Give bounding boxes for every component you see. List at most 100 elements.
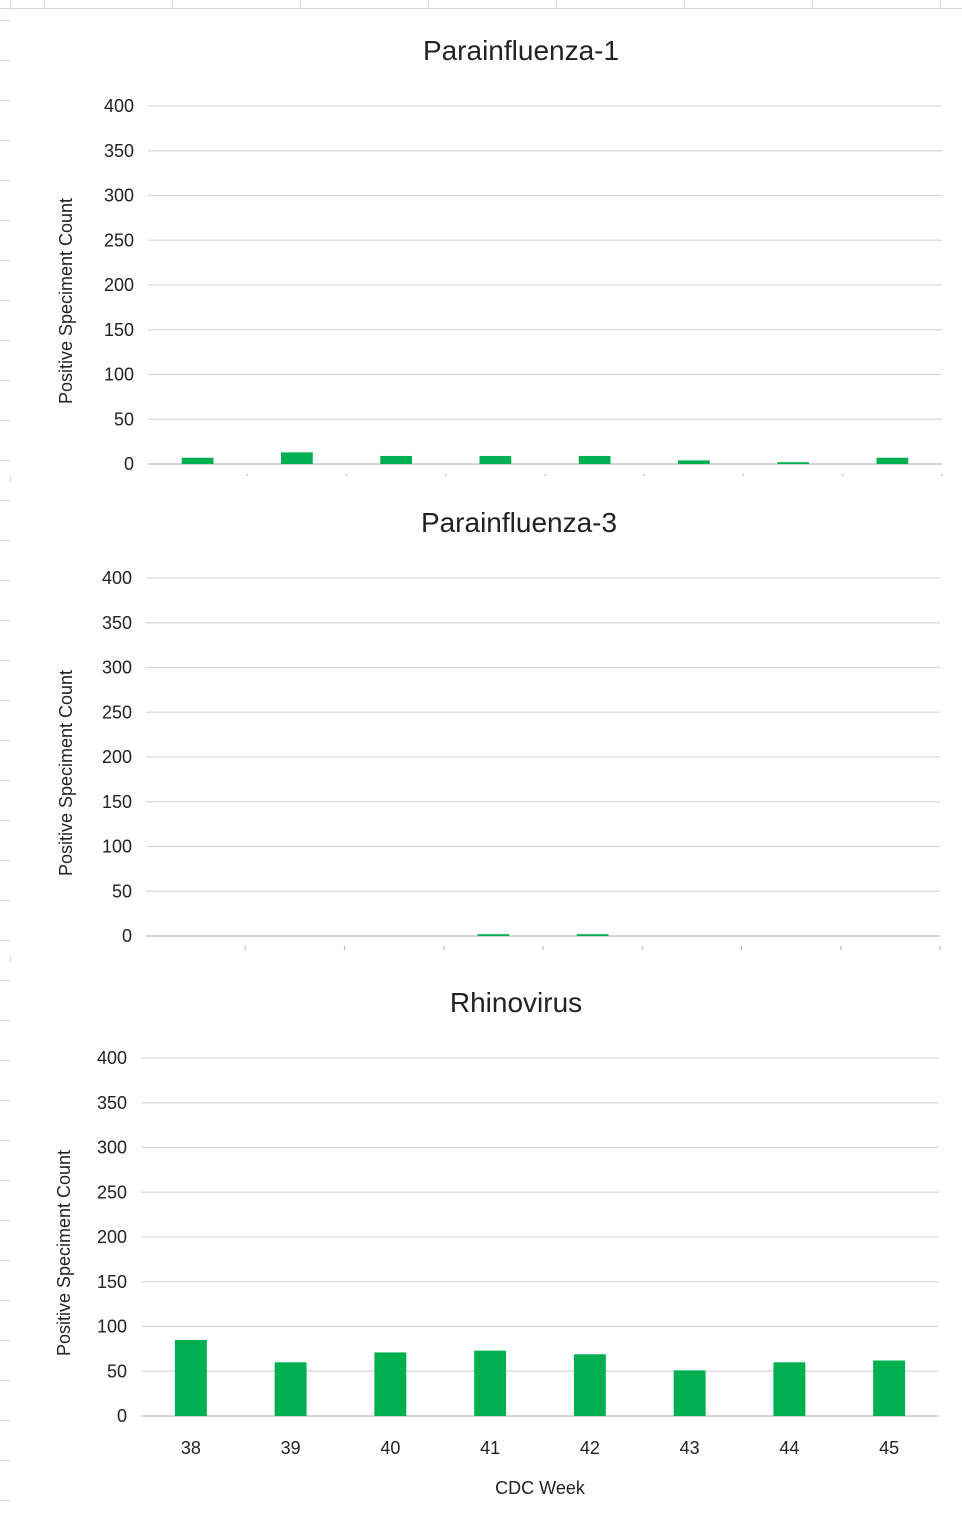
sheet-row-divider [0,1300,10,1301]
bar[interactable] [474,1350,507,1416]
chart-parainfluenza-3[interactable]: Parainfluenza-3 0 50 100 150 200 250 300 350 400 P… [10,482,962,956]
sheet-row-divider [0,980,10,981]
sheet-column-divider [172,0,173,8]
sheet-column-divider [44,0,45,8]
sheet-row-divider [0,1340,10,1341]
sheet-row-divider [0,1100,10,1101]
bar[interactable] [477,934,510,936]
x-tick-label: 41 [480,1438,500,1458]
bar[interactable] [777,462,810,464]
chart-svg: Parainfluenza-3 0 50 100 150 200 250 300 350 400 P… [56,507,941,950]
bar[interactable] [673,1370,706,1416]
bar[interactable] [573,1354,606,1416]
y-tick-label: 350 [97,1093,127,1113]
y-tick-label: 100 [97,1317,127,1337]
sheet-row-divider [0,260,10,261]
y-tick-label: 200 [102,747,132,767]
sheet-row-divider [0,20,10,21]
chart-title: Parainfluenza-1 [423,35,619,66]
sheet-row-divider [0,220,10,221]
x-tick-label: 43 [680,1438,700,1458]
sheet-column-divider [684,0,685,8]
x-tick-label: 40 [380,1438,400,1458]
bar[interactable] [479,455,512,464]
y-tick-label: 0 [124,454,134,474]
sheet-row-divider [0,60,10,61]
sheet-row-divider [0,700,10,701]
y-tick-label: 50 [114,409,134,429]
sheet-row-divider [0,460,10,461]
sheet-row-divider [0,580,10,581]
y-tick-label: 100 [104,365,134,385]
x-axis-label: CDC Week [495,1478,586,1498]
sheet-row-divider [0,1060,10,1061]
y-tick-label: 150 [104,320,134,340]
chart-svg: Parainfluenza-1 0 50 100 150 200 250 300 350 400 P… [56,35,943,476]
chart-title: Rhinovirus [450,987,582,1018]
sheet-row-divider [0,1460,10,1461]
chart-parainfluenza-1[interactable]: Parainfluenza-1 0 50 100 150 200 250 300 350 400 P… [10,10,962,476]
y-tick-label: 200 [97,1227,127,1247]
sheet-row-divider [0,420,10,421]
y-tick-label: 150 [102,792,132,812]
chart-rhinovirus[interactable]: Rhinovirus 0 50 100 150 200 250 300 350 400 38 39 40… [10,962,962,1532]
sheet-row-divider [0,100,10,101]
bar[interactable] [873,1360,906,1416]
y-tick-label: 300 [97,1138,127,1158]
y-tick-label: 150 [97,1272,127,1292]
y-tick-label: 350 [102,613,132,633]
sheet-row-divider [0,180,10,181]
bar[interactable] [174,1339,207,1416]
sheet-column-divider [556,0,557,8]
sheet-row-divider [0,820,10,821]
bar[interactable] [876,457,909,464]
bar[interactable] [576,934,609,936]
x-tick-label: 38 [181,1438,201,1458]
y-tick-label: 250 [102,702,132,722]
sheet-column-divider [812,0,813,8]
sheet-row-divider [0,340,10,341]
y-tick-label: 0 [122,926,132,946]
y-axis-label: Positive Speciment Count [56,198,76,404]
y-tick-label: 300 [102,658,132,678]
sheet-row-divider [0,1140,10,1141]
sheet-row-divider [0,900,10,901]
sheet-row-divider [0,780,10,781]
y-tick-label: 250 [97,1182,127,1202]
bar[interactable] [374,1352,407,1416]
y-tick-label: 250 [104,230,134,250]
sheet-row-divider [0,620,10,621]
y-tick-label: 400 [102,568,132,588]
sheet-row-divider [0,940,10,941]
chart-title: Parainfluenza-3 [421,507,617,538]
sheet-row-divider [0,1220,10,1221]
y-tick-label: 50 [107,1361,127,1381]
sheet-row-divider [0,1500,10,1501]
y-tick-label: 400 [97,1048,127,1068]
x-tick-label: 39 [281,1438,301,1458]
sheet-column-header-strip [0,0,962,9]
sheet-column-divider [300,0,301,8]
y-tick-label: 200 [104,275,134,295]
sheet-row-divider [0,140,10,141]
y-tick-label: 50 [112,881,132,901]
bar[interactable] [181,457,214,464]
bar[interactable] [677,460,710,464]
sheet-row-divider [0,380,10,381]
x-tick-label: 42 [580,1438,600,1458]
x-tick-label: 45 [879,1438,899,1458]
bar[interactable] [578,455,611,464]
y-axis-label: Positive Speciment Count [56,670,76,876]
bar[interactable] [274,1362,307,1416]
sheet-row-divider [0,300,10,301]
sheet-row-divider [0,540,10,541]
bar[interactable] [380,455,413,464]
x-tick-label: 44 [779,1438,799,1458]
bar[interactable] [280,452,313,464]
sheet-row-divider [0,1420,10,1421]
sheet-row-divider [0,1020,10,1021]
sheet-row-divider [0,500,10,501]
sheet-column-divider [940,0,941,8]
bar[interactable] [773,1362,806,1416]
y-tick-label: 350 [104,141,134,161]
